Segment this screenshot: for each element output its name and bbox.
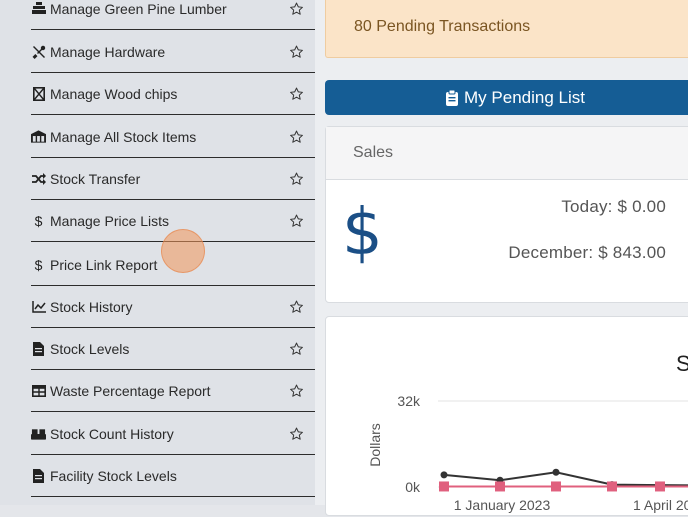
y-axis-label: Dollars <box>367 423 383 467</box>
sidebar-item-manage-hardware[interactable]: Manage Hardware <box>31 31 315 73</box>
dollar-icon: $ <box>34 256 43 273</box>
line-chart-icon <box>31 299 46 314</box>
y-tick-label: 0k <box>405 479 421 495</box>
sales-month: December: $ 843.00 <box>508 243 666 262</box>
data-point <box>551 481 561 492</box>
sales-card-header: Sales <box>326 127 688 180</box>
document-icon <box>31 341 46 356</box>
sidebar-item-waste-percentage-report[interactable]: Waste Percentage Report <box>31 370 315 412</box>
favorite-star-icon[interactable] <box>289 171 304 186</box>
sidebar-item-label: Manage Green Pine Lumber <box>50 0 227 17</box>
data-point <box>495 481 505 492</box>
favorite-star-icon[interactable] <box>289 213 304 228</box>
x-tick-label: 1 January 2023 <box>454 497 551 513</box>
favorite-star-icon[interactable] <box>289 383 304 398</box>
sidebar-item-label: Manage All Stock Items <box>50 128 197 145</box>
sales-today: Today: $ 0.00 <box>561 197 666 216</box>
sidebar-item-label: Manage Wood chips <box>50 85 178 102</box>
favorite-star-icon[interactable] <box>289 341 304 356</box>
warehouse-icon <box>31 129 46 144</box>
pending-transactions-text: 80 Pending Transactions <box>354 18 531 35</box>
data-point <box>607 481 617 492</box>
pending-transactions-alert[interactable]: 80 Pending Transactions <box>325 0 688 58</box>
sidebar-item-label: Facility Stock Levels <box>50 467 177 484</box>
sidebar-item-stock-count-history[interactable]: Stock Count History <box>31 413 315 455</box>
favorite-star-icon[interactable] <box>289 426 304 441</box>
favorite-star-icon[interactable] <box>289 44 304 59</box>
sidebar-item-label: Stock Transfer <box>50 170 141 187</box>
sidebar-item-facility-stock-levels[interactable]: Facility Stock Levels <box>31 455 315 497</box>
data-point <box>439 481 449 492</box>
sidebar-item-stock-history[interactable]: Stock History <box>31 286 315 328</box>
data-point <box>440 471 448 479</box>
sales-line-chart: 32k 0k Dollars 1 January 2023 1 April 2023 <box>367 393 688 513</box>
sidebar-item-label: Manage Hardware <box>50 43 166 60</box>
sidebar-item-label: Stock History <box>50 298 133 315</box>
sales-card: Sales $ Today: $ 0.00 December: $ 843.00 <box>325 126 688 303</box>
sidebar-item-manage-wood-chips[interactable]: Manage Wood chips <box>31 73 315 115</box>
tools-icon <box>31 44 46 59</box>
favorite-star-icon[interactable] <box>289 129 304 144</box>
boxes-icon <box>31 426 46 441</box>
dollar-icon: $ <box>34 212 43 229</box>
y-tick-label: 32k <box>397 393 421 409</box>
sidebar: Manage Green Pine Lumber Manage Hardware M… <box>0 0 315 505</box>
sidebar-item-stock-transfer[interactable]: Stock Transfer <box>31 158 315 200</box>
sidebar-item-manage-all-stock-items[interactable]: Manage All Stock Items <box>31 116 315 158</box>
sidebar-item-stock-levels[interactable]: Stock Levels <box>31 328 315 370</box>
box-icon <box>31 86 46 101</box>
shuffle-icon <box>31 171 46 186</box>
sales-chart-card: S 32k 0k Dollars 1 January 2023 1 April 2023 <box>325 316 688 516</box>
chart-title: S <box>676 351 688 376</box>
table-icon <box>31 383 46 398</box>
sidebar-item-label: Manage Price Lists <box>50 212 170 229</box>
x-tick-label: 1 April 2023 <box>633 497 688 513</box>
sidebar-item-label: Stock Levels <box>50 340 130 357</box>
data-point <box>655 481 665 492</box>
sidebar-item-price-link-report[interactable]: $ Price Link Report <box>31 244 315 286</box>
click-indicator <box>161 229 205 273</box>
sales-title: Sales <box>353 144 394 161</box>
my-pending-list-label: My Pending List <box>464 87 585 107</box>
sidebar-item-label: Waste Percentage Report <box>50 382 211 399</box>
my-pending-list-button[interactable]: My Pending List <box>325 80 688 115</box>
favorite-star-icon[interactable] <box>289 299 304 314</box>
document-icon <box>31 468 46 483</box>
series-line <box>443 471 688 487</box>
clipboard-icon <box>446 89 459 106</box>
sidebar-item-label: Price Link Report <box>50 256 158 273</box>
dollar-icon: $ <box>342 196 383 270</box>
sidebar-item-label: Stock Count History <box>50 425 174 442</box>
data-point <box>552 468 560 476</box>
lumber-icon <box>31 1 46 16</box>
favorite-star-icon[interactable] <box>289 86 304 101</box>
main-content: 80 Pending Transactions My Pending List … <box>315 0 688 516</box>
favorite-star-icon[interactable] <box>289 1 304 16</box>
sidebar-item-manage-green-pine-lumber[interactable]: Manage Green Pine Lumber <box>31 0 315 30</box>
